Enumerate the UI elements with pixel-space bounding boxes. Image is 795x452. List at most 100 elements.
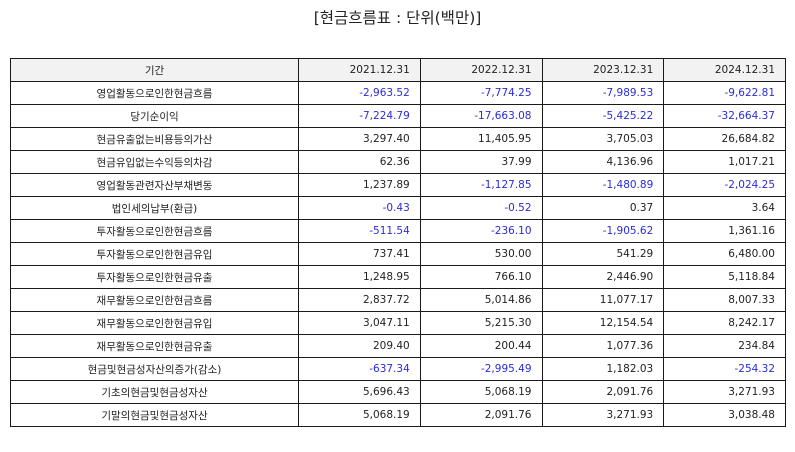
value-cell: 5,118.84 <box>663 265 786 289</box>
row-label: 기초의현금및현금성자산 <box>10 380 299 404</box>
row-label: 현금및현금성자산의증가(감소) <box>10 357 299 381</box>
value-cell: 4,136.96 <box>541 150 665 174</box>
value-cell: 1,077.36 <box>541 334 665 358</box>
table-row: 당기순이익 -7,224.79 -17,663.08 -5,425.22 -32,664… <box>10 104 786 128</box>
value-cell: 1,248.95 <box>298 265 421 289</box>
table-row: 현금유출없는비용등의가산 3,297.40 11,405.95 3,705.03 26,… <box>10 127 786 151</box>
cash-flow-table: 기간 2021.12.31 2022.12.31 2023.12.31 2024… <box>10 58 786 427</box>
table-body: 영업활동으로인한현금흐름 -2,963.52 -7,774.25 -7,989.53-… <box>10 81 786 427</box>
row-label: 재무활동으로인한현금유출 <box>10 334 299 358</box>
value-cell: 530.00 <box>419 242 543 266</box>
value-cell: 26,684.82 <box>663 127 786 151</box>
header-2024: 2024.12.31 <box>663 58 786 82</box>
row-label: 영업활동관련자산부채변동 <box>10 173 299 197</box>
value-cell: 3,297.40 <box>298 127 421 151</box>
table-row: 재무활동으로인한현금유출 209.40 200.44 1,077.36 234.84 <box>10 334 786 358</box>
value-cell: 6,480.00 <box>663 242 786 266</box>
value-cell: 3,705.03 <box>541 127 665 151</box>
value-cell: 3,271.93 <box>541 403 665 427</box>
value-cell: 200.44 <box>419 334 543 358</box>
value-cell: -7,774.25 <box>419 81 543 105</box>
value-cell: 1,017.21 <box>663 150 786 174</box>
table-row: 기초의현금및현금성자산 5,696.43 5,068.19 2,091.76 3,271… <box>10 380 786 404</box>
value-cell: -511.54 <box>298 219 421 243</box>
table-header: 기간 2021.12.31 2022.12.31 2023.12.31 2024… <box>10 58 786 82</box>
table-row: 법인세의납부(환급) -0.43 -0.52 0.37 3.64 <box>10 196 786 220</box>
table-row: 영업활동관련자산부채변동 1,237.89 -1,127.85 -1,480.89 -2… <box>10 173 786 197</box>
value-cell: 2,446.90 <box>541 265 665 289</box>
row-label: 재무활동으로인한현금유입 <box>10 311 299 335</box>
row-label: 영업활동으로인한현금흐름 <box>10 81 299 105</box>
header-period: 기간 <box>10 58 299 82</box>
value-cell: -17,663.08 <box>419 104 543 128</box>
value-cell: 0.37 <box>541 196 665 220</box>
value-cell: 12,154.54 <box>541 311 665 335</box>
value-cell: 11,077.17 <box>541 288 665 312</box>
value-cell: -254.32 <box>663 357 786 381</box>
value-cell: 11,405.95 <box>419 127 543 151</box>
table-row: 재무활동으로인한현금유입 3,047.11 5,215.30 12,154.54 8,2… <box>10 311 786 335</box>
value-cell: 2,091.76 <box>419 403 543 427</box>
row-label: 투자활동으로인한현금유입 <box>10 242 299 266</box>
value-cell: 1,237.89 <box>298 173 421 197</box>
value-cell: 3.64 <box>663 196 786 220</box>
value-cell: 541.29 <box>541 242 665 266</box>
row-label: 당기순이익 <box>10 104 299 128</box>
value-cell: 1,361.16 <box>663 219 786 243</box>
value-cell: -236.10 <box>419 219 543 243</box>
value-cell: -2,963.52 <box>298 81 421 105</box>
header-2021: 2021.12.31 <box>298 58 421 82</box>
value-cell: -1,127.85 <box>419 173 543 197</box>
value-cell: -9,622.81 <box>663 81 786 105</box>
value-cell: 3,271.93 <box>663 380 786 404</box>
value-cell: -7,224.79 <box>298 104 421 128</box>
value-cell: -1,905.62 <box>541 219 665 243</box>
value-cell: 234.84 <box>663 334 786 358</box>
value-cell: 1,182.03 <box>541 357 665 381</box>
value-cell: -1,480.89 <box>541 173 665 197</box>
row-label: 현금유출없는비용등의가산 <box>10 127 299 151</box>
value-cell: -7,989.53 <box>541 81 665 105</box>
value-cell: 5,014.86 <box>419 288 543 312</box>
page-title: [현금흐름표 : 단위(백만)] <box>313 9 482 27</box>
row-label: 법인세의납부(환급) <box>10 196 299 220</box>
value-cell: -5,425.22 <box>541 104 665 128</box>
table-row: 현금및현금성자산의증가(감소) -637.34 -2,995.49 1,182.03-… <box>10 357 786 381</box>
header-row: 기간 2021.12.31 2022.12.31 2023.12.31 2024… <box>10 58 786 82</box>
header-2022: 2022.12.31 <box>419 58 543 82</box>
row-label: 재무활동으로인한현금흐름 <box>10 288 299 312</box>
row-label: 기말의현금및현금성자산 <box>10 403 299 427</box>
value-cell: -2,024.25 <box>663 173 786 197</box>
value-cell: 3,047.11 <box>298 311 421 335</box>
value-cell: -2,995.49 <box>419 357 543 381</box>
value-cell: 737.41 <box>298 242 421 266</box>
table-row: 투자활동으로인한현금유출 1,248.95 766.10 2,446.90 5,118.… <box>10 265 786 289</box>
table-row: 현금유입없는수익등의차감 62.36 37.99 4,136.96 1,017.21 <box>10 150 786 174</box>
value-cell: 3,038.48 <box>663 403 786 427</box>
value-cell: 2,837.72 <box>298 288 421 312</box>
value-cell: 2,091.76 <box>541 380 665 404</box>
value-cell: 5,696.43 <box>298 380 421 404</box>
value-cell: 766.10 <box>419 265 543 289</box>
row-label: 현금유입없는수익등의차감 <box>10 150 299 174</box>
table-row: 기말의현금및현금성자산 5,068.19 2,091.76 3,271.93 3,038… <box>10 403 786 427</box>
value-cell: 5,068.19 <box>298 403 421 427</box>
value-cell: -32,664.37 <box>663 104 786 128</box>
value-cell: 209.40 <box>298 334 421 358</box>
table-row: 투자활동으로인한현금흐름 -511.54 -236.10 -1,905.62 1,361… <box>10 219 786 243</box>
table-row: 재무활동으로인한현금흐름 2,837.72 5,014.86 11,077.17 8,0… <box>10 288 786 312</box>
value-cell: -0.52 <box>419 196 543 220</box>
value-cell: 8,007.33 <box>663 288 786 312</box>
value-cell: 5,068.19 <box>419 380 543 404</box>
row-label: 투자활동으로인한현금유출 <box>10 265 299 289</box>
value-cell: -0.43 <box>298 196 421 220</box>
header-2023: 2023.12.31 <box>541 58 665 82</box>
value-cell: 37.99 <box>419 150 543 174</box>
row-label: 투자활동으로인한현금흐름 <box>10 219 299 243</box>
value-cell: 5,215.30 <box>419 311 543 335</box>
value-cell: -637.34 <box>298 357 421 381</box>
table-row: 영업활동으로인한현금흐름 -2,963.52 -7,774.25 -7,989.53-… <box>10 81 786 105</box>
table-row: 투자활동으로인한현금유입 737.41 530.00 541.29 6,480.00 <box>10 242 786 266</box>
value-cell: 8,242.17 <box>663 311 786 335</box>
value-cell: 62.36 <box>298 150 421 174</box>
